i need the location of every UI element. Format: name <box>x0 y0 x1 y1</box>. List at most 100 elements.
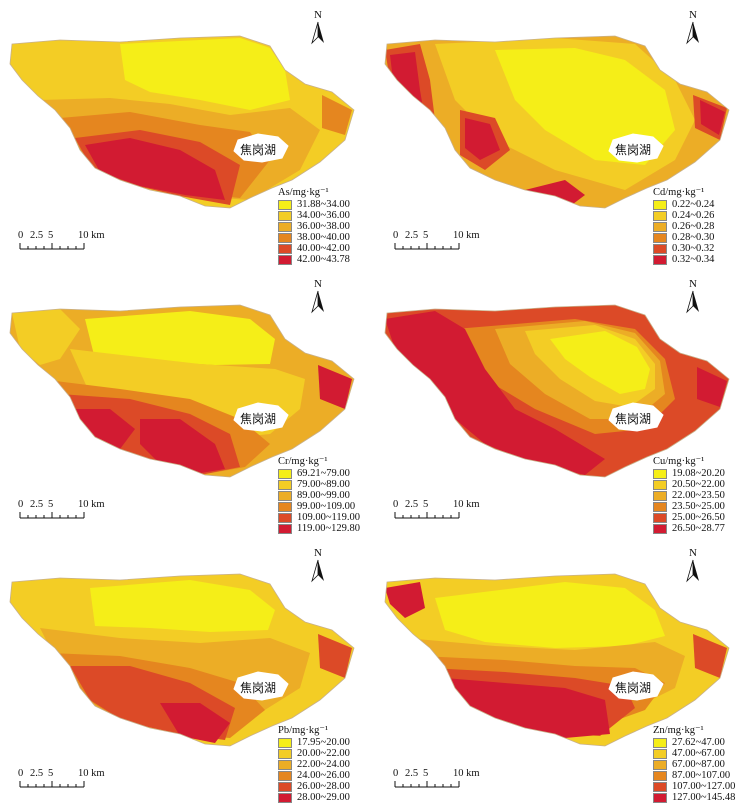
legend-label: 119.00~129.80 <box>297 523 361 534</box>
scale-label: 2.5 <box>405 230 419 241</box>
legend-label: 40.00~42.00 <box>297 243 350 254</box>
legend-label: 25.00~26.50 <box>672 512 725 523</box>
choropleth-map <box>9 304 355 478</box>
legend-item: 42.00~43.78 <box>278 254 350 265</box>
north-arrow: N <box>685 548 701 588</box>
legend-label: 24.00~26.00 <box>297 770 350 781</box>
scale-label: 5 <box>48 230 54 241</box>
legend-label: 23.50~25.00 <box>672 501 725 512</box>
scale-label: 10 km <box>453 768 480 779</box>
choropleth-map <box>384 573 730 747</box>
scale-label: 0 <box>18 768 24 779</box>
legend-item: 0.26~0.28 <box>653 221 714 232</box>
concentration-zone <box>318 365 352 409</box>
legend-label: 0.26~0.28 <box>672 221 715 232</box>
concentration-zone <box>697 367 727 407</box>
legend-label: 79.00~89.00 <box>297 479 350 490</box>
lake-label: 焦岗湖 <box>615 681 652 695</box>
scale-label: 10 km <box>453 230 480 241</box>
legend-swatch <box>653 232 667 243</box>
north-arrow: N <box>310 548 326 588</box>
legend-swatch <box>278 221 292 232</box>
legend: As/mg·kg⁻¹ 31.88~34.00 34.00~36.00 36.00~38… <box>278 186 350 265</box>
scale-label: 10 km <box>453 499 480 510</box>
legend-label: 22.00~23.50 <box>672 490 725 501</box>
legend-label: 0.32~0.34 <box>672 254 715 265</box>
legend: Cr/mg·kg⁻¹ 69.21~79.00 79.00~89.00 89.00~99… <box>278 455 360 534</box>
concentration-zone <box>693 634 727 678</box>
scale-label: 0 <box>393 768 399 779</box>
legend-swatch <box>278 781 292 792</box>
north-arrow-icon <box>311 559 324 583</box>
legend-label: 107.00~127.00 <box>672 781 736 792</box>
legend-swatch <box>278 523 292 534</box>
legend: Pb/mg·kg⁻¹ 17.95~20.00 20.00~22.00 22.00~24… <box>278 724 350 803</box>
legend-label: 99.00~109.00 <box>297 501 356 512</box>
north-label: N <box>314 9 322 21</box>
legend-label: 17.95~20.00 <box>297 737 350 748</box>
legend-label: 20.50~22.00 <box>672 479 725 490</box>
region-boundary <box>384 35 730 209</box>
scale-label: 10 km <box>78 768 105 779</box>
legend-swatch <box>278 737 292 748</box>
lake-shape <box>233 671 289 701</box>
legend-item: 22.00~23.50 <box>653 490 725 501</box>
scale-label: 5 <box>423 499 429 510</box>
map-panel-pb: 焦岗湖 N Pb/mg·kg⁻¹ 17.95~20.00 20.00~22.00 22.0… <box>0 538 375 807</box>
legend-item: 19.08~20.20 <box>653 468 725 479</box>
concentration-zone <box>85 138 225 200</box>
north-label: N <box>689 278 697 290</box>
legend-label: 36.00~38.00 <box>297 221 350 232</box>
legend-item: 38.00~40.00 <box>278 232 350 243</box>
legend-swatch <box>653 501 667 512</box>
scale-bar-graphic <box>394 243 460 250</box>
legend-title: Zn/mg·kg⁻¹ <box>653 725 704 736</box>
north-arrow-icon <box>311 290 324 314</box>
legend-item: 23.50~25.00 <box>653 501 725 512</box>
legend-swatch <box>278 210 292 221</box>
legend-item: 26.00~28.00 <box>278 781 350 792</box>
legend-swatch <box>278 490 292 501</box>
legend-label: 47.00~67.00 <box>672 748 725 759</box>
legend-label: 28.00~29.00 <box>297 792 350 803</box>
concentration-zone <box>72 409 135 449</box>
north-arrow-icon <box>686 21 699 45</box>
legend-item: 127.00~145.48 <box>653 792 735 803</box>
legend-item: 0.24~0.26 <box>653 210 714 221</box>
scale-label: 2.5 <box>30 768 44 779</box>
choropleth-map <box>9 35 355 209</box>
legend-swatch <box>278 479 292 490</box>
region-boundary <box>9 573 355 747</box>
legend-item: 22.00~24.00 <box>278 759 350 770</box>
legend-item: 69.21~79.00 <box>278 468 360 479</box>
legend-item: 0.22~0.24 <box>653 199 714 210</box>
legend-item: 109.00~119.00 <box>278 512 360 523</box>
scale-bar-graphic <box>19 781 85 788</box>
legend-swatch <box>278 468 292 479</box>
legend-label: 42.00~43.78 <box>297 254 350 265</box>
legend-label: 0.22~0.24 <box>672 199 715 210</box>
legend-item: 99.00~109.00 <box>278 501 360 512</box>
scale-label: 0 <box>18 499 24 510</box>
region-boundary <box>9 304 355 478</box>
legend-item: 89.00~99.00 <box>278 490 360 501</box>
legend-swatch <box>653 523 667 534</box>
concentration-zone <box>12 309 80 365</box>
legend-swatch <box>653 770 667 781</box>
north-arrow: N <box>310 10 326 50</box>
legend-swatch <box>653 737 667 748</box>
legend: Cd/mg·kg⁻¹ 0.22~0.24 0.24~0.26 0.26~0.28 0.2… <box>653 186 714 265</box>
legend-swatch <box>653 792 667 803</box>
legend-label: 89.00~99.00 <box>297 490 350 501</box>
concentration-zone <box>435 582 665 648</box>
north-arrow: N <box>685 10 701 50</box>
scale-bar-graphic <box>394 781 460 788</box>
legend-label: 69.21~79.00 <box>297 468 350 479</box>
legend-swatch <box>278 770 292 781</box>
scale-label: 5 <box>48 768 54 779</box>
north-arrow: N <box>685 279 701 319</box>
legend-label: 34.00~36.00 <box>297 210 350 221</box>
scale-bar: 0 2.5 5 10 km <box>18 230 105 253</box>
concentration-zone <box>385 311 605 475</box>
legend-swatch <box>278 199 292 210</box>
